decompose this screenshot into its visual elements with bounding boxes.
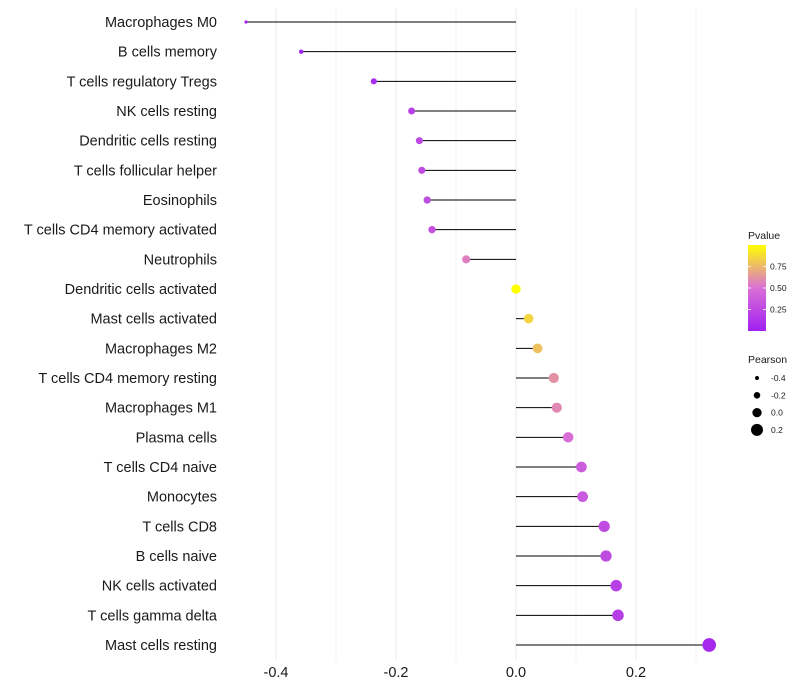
pearson-legend-dot bbox=[753, 392, 761, 399]
point-layer bbox=[244, 20, 717, 652]
pearson-legend-label: 0.2 bbox=[771, 425, 783, 435]
grid-layer bbox=[275, 8, 697, 660]
data-point bbox=[598, 520, 610, 532]
data-point bbox=[523, 313, 534, 324]
category-label: NK cells activated bbox=[102, 579, 217, 595]
pearson-legend-dot bbox=[751, 423, 763, 436]
pvalue-colorbar bbox=[748, 245, 766, 331]
category-label: Eosinophils bbox=[143, 193, 217, 209]
category-label: Plasma cells bbox=[136, 430, 217, 446]
category-label: Mast cells resting bbox=[105, 638, 217, 654]
category-label: NK cells resting bbox=[116, 104, 217, 120]
pearson-legend-dot bbox=[755, 376, 759, 380]
pearson-legend-label: 0.0 bbox=[771, 408, 783, 418]
data-point bbox=[600, 550, 612, 562]
pearson-legend-label: -0.4 bbox=[771, 373, 786, 383]
pearson-legend-title: Pearson bbox=[748, 354, 787, 366]
category-label: Macrophages M1 bbox=[105, 401, 217, 417]
category-labels: Macrophages M0 B cells memory T cells regu… bbox=[24, 15, 218, 654]
pvalue-legend-title: Pvalue bbox=[748, 230, 780, 242]
data-point bbox=[423, 196, 431, 204]
x-tick-label: -0.4 bbox=[264, 665, 289, 681]
x-tick-label: -0.2 bbox=[384, 665, 409, 681]
data-point bbox=[562, 432, 574, 443]
pearson-legend: Pearson -0.4 -0.2 0.0 0.2 bbox=[748, 354, 787, 436]
category-label: T cells CD4 memory activated bbox=[24, 223, 217, 239]
x-tick-labels: -0.4 -0.2 0.0 0.2 bbox=[264, 665, 647, 681]
data-point bbox=[612, 609, 624, 622]
data-point bbox=[551, 402, 562, 413]
category-label: T cells gamma delta bbox=[88, 608, 218, 624]
x-tick-label: 0.2 bbox=[626, 665, 646, 681]
data-point bbox=[418, 166, 426, 174]
pearson-legend-entries: -0.4 -0.2 0.0 0.2 bbox=[751, 373, 786, 436]
pvalue-legend: Pvalue 0.25 0.50 0.75 bbox=[748, 230, 787, 331]
data-point bbox=[511, 284, 521, 294]
data-point bbox=[415, 137, 423, 145]
data-point bbox=[370, 78, 377, 85]
stem-layer bbox=[246, 21, 710, 646]
data-point bbox=[576, 461, 587, 473]
data-point bbox=[462, 255, 471, 264]
category-label: Monocytes bbox=[147, 490, 217, 506]
category-label: T cells CD4 memory resting bbox=[38, 371, 217, 387]
category-label: Dendritic cells resting bbox=[79, 134, 217, 150]
category-label: T cells follicular helper bbox=[74, 163, 217, 179]
data-point bbox=[577, 491, 588, 503]
pearson-legend-label: -0.2 bbox=[771, 390, 786, 400]
data-point bbox=[428, 225, 436, 234]
category-label: T cells regulatory Tregs bbox=[67, 74, 217, 90]
pvalue-legend-ticks: 0.25 0.50 0.75 bbox=[748, 262, 787, 315]
category-label: T cells CD8 bbox=[142, 519, 217, 535]
category-label: B cells memory bbox=[118, 45, 218, 61]
pvalue-tick-label: 0.25 bbox=[770, 305, 787, 315]
x-tick-label: 0.0 bbox=[506, 665, 526, 681]
data-point bbox=[702, 638, 717, 652]
category-label: Neutrophils bbox=[144, 252, 217, 268]
data-point bbox=[244, 20, 248, 24]
data-point bbox=[548, 372, 559, 384]
category-label: B cells naive bbox=[136, 549, 217, 565]
category-label: T cells CD4 naive bbox=[104, 460, 217, 476]
data-point bbox=[408, 107, 416, 115]
pearson-legend-dot bbox=[752, 407, 762, 418]
data-point bbox=[532, 343, 543, 354]
data-point bbox=[298, 49, 304, 54]
data-point bbox=[610, 579, 622, 592]
pvalue-tick-label: 0.50 bbox=[770, 283, 787, 293]
category-label: Macrophages M0 bbox=[105, 15, 217, 31]
category-label: Macrophages M2 bbox=[105, 341, 217, 357]
category-label: Dendritic cells activated bbox=[65, 282, 217, 298]
pvalue-tick-label: 0.75 bbox=[770, 262, 787, 272]
category-label: Mast cells activated bbox=[90, 312, 217, 328]
